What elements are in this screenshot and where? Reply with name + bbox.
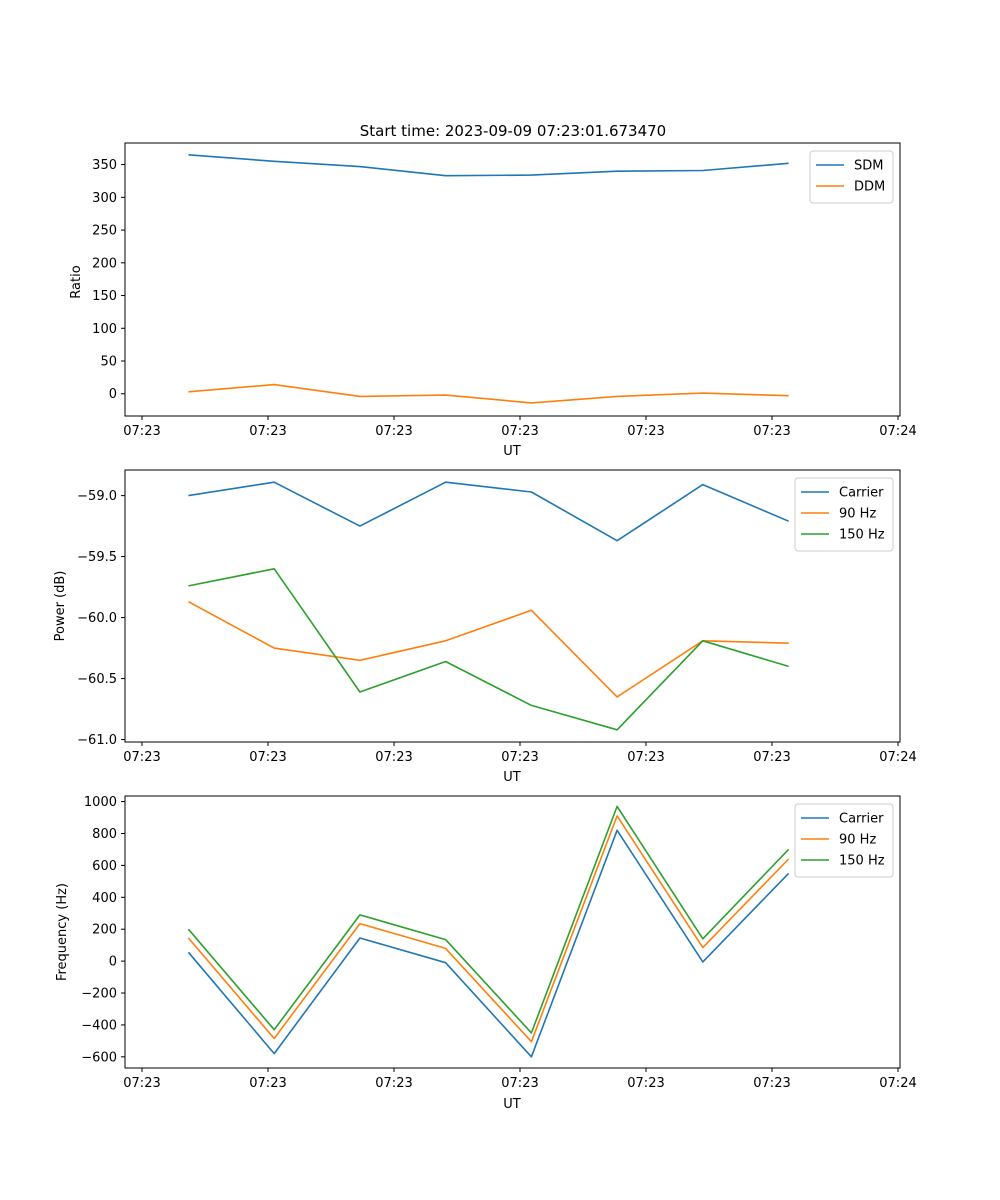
x-tick-label: 07:23 [753, 750, 790, 765]
power-legend: Carrier 90 Hz 150 Hz [794, 477, 894, 552]
x-tick-label: 07:23 [249, 1076, 286, 1091]
x-tick-label: 07:23 [753, 424, 790, 439]
frequency-x-axis-label: UT [503, 1097, 521, 1112]
frequency-plot-frame [124, 795, 901, 1069]
y-tick-label: 150 [92, 289, 117, 304]
ratio-plot-frame [124, 142, 901, 417]
legend-label: 90 Hz [839, 833, 876, 848]
series-line-sdm [188, 154, 789, 177]
series-line-150-hz [187, 805, 790, 1034]
legend-label: 90 Hz [839, 507, 876, 522]
ratio-legend: SDM DDM [809, 150, 894, 204]
legend-label: 150 Hz [839, 528, 885, 543]
x-tick-label: 07:23 [123, 1076, 160, 1091]
y-tick-label: −60.0 [77, 611, 117, 626]
legend-label: SDM [854, 159, 883, 174]
frequency-y-axis-label: Frequency (Hz) [55, 883, 70, 981]
x-tick-label: 07:23 [249, 424, 286, 439]
y-tick-label: 100 [92, 322, 117, 337]
x-tick-label: 07:24 [879, 424, 916, 439]
power-x-axis-label: UT [503, 770, 521, 785]
x-tick-label: 07:23 [501, 1076, 538, 1091]
x-tick-label: 07:24 [879, 1076, 916, 1091]
y-tick-label: 600 [92, 859, 117, 874]
x-tick-label: 07:24 [879, 750, 916, 765]
y-tick-label: 200 [92, 923, 117, 938]
power-y-axis-label: Power (dB) [53, 571, 68, 642]
ratio-y-axis-label: Ratio [69, 265, 84, 298]
y-tick-label: 250 [92, 224, 117, 239]
series-line-carrier [187, 829, 790, 1058]
y-tick-label: −59.5 [77, 550, 117, 565]
x-tick-label: 07:23 [249, 750, 286, 765]
y-tick-label: 350 [92, 158, 117, 173]
series-line-150-hz [188, 567, 789, 731]
x-tick-label: 07:23 [753, 1076, 790, 1091]
y-tick-label: 1000 [84, 795, 117, 810]
x-tick-label: 07:23 [501, 424, 538, 439]
x-tick-label: 07:23 [627, 750, 664, 765]
y-tick-label: −400 [81, 1018, 117, 1033]
series-line-ddm [188, 383, 789, 404]
legend-label: 150 Hz [839, 854, 885, 869]
x-tick-label: 07:23 [627, 1076, 664, 1091]
legend-label: Carrier [839, 812, 884, 827]
ratio-panel: 0 50 100 150 200 250 300 350 07:23 07:23 07:23 07:… [69, 142, 917, 459]
legend-box [809, 150, 894, 204]
x-tick-label: 07:23 [375, 750, 412, 765]
y-tick-label: 0 [109, 387, 117, 402]
legend-box [794, 803, 894, 878]
y-tick-label: 400 [92, 891, 117, 906]
frequency-panel: −600 −400 −200 0 200 400 600 800 1000 07:23 07:23… [55, 795, 917, 1112]
figure-title: Start time: 2023-09-09 07:23:01.673470 [360, 122, 666, 140]
series-line-90-hz [188, 600, 789, 698]
x-tick-label: 07:23 [627, 424, 664, 439]
x-tick-label: 07:23 [375, 1076, 412, 1091]
y-tick-label: 0 [109, 955, 117, 970]
series-line-90-hz [187, 815, 790, 1043]
y-tick-label: −200 [81, 987, 117, 1002]
y-tick-label: 800 [92, 827, 117, 842]
ratio-x-axis-label: UT [503, 444, 521, 459]
y-tick-label: −59.0 [77, 489, 117, 504]
power-panel: −61.0 −60.5 −60.0 −59.5 −59.0 07:23 07:23 07:2… [53, 469, 917, 785]
y-tick-label: −61.0 [77, 733, 117, 748]
x-tick-label: 07:23 [123, 750, 160, 765]
frequency-legend: Carrier 90 Hz 150 Hz [794, 803, 894, 878]
y-tick-label: −600 [81, 1050, 117, 1065]
x-tick-label: 07:23 [375, 424, 412, 439]
series-line-carrier [188, 481, 789, 542]
y-tick-label: 200 [92, 256, 117, 271]
x-tick-label: 07:23 [501, 750, 538, 765]
y-tick-label: −60.5 [77, 672, 117, 687]
y-tick-label: 300 [92, 191, 117, 206]
legend-label: DDM [854, 180, 885, 195]
x-tick-label: 07:23 [123, 424, 160, 439]
power-plot-frame [124, 469, 901, 743]
y-tick-label: 50 [100, 355, 117, 370]
legend-box [794, 477, 894, 552]
legend-label: Carrier [839, 486, 884, 501]
